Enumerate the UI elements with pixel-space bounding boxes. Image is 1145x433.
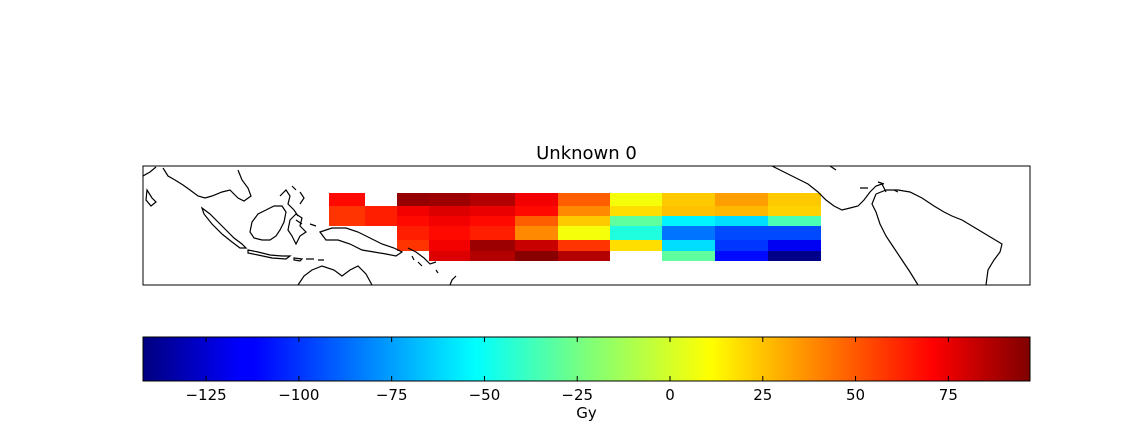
heatmap-cell: [662, 216, 715, 226]
colorbar-tick-label: −125: [185, 386, 226, 404]
coastline-caribbean: [829, 166, 885, 189]
heatmap-cell: [365, 216, 397, 226]
heatmap-cell: [558, 193, 610, 206]
heatmap-cell: [397, 206, 429, 216]
heatmap-cells: [329, 193, 821, 261]
heatmap-cell: [768, 240, 821, 251]
coastline-borneo: [249, 205, 287, 241]
heatmap-cell: [329, 206, 365, 216]
heatmap-cell: [662, 240, 715, 251]
heatmap-cell: [662, 251, 715, 261]
heatmap-cell: [768, 226, 821, 240]
heatmap-cell: [768, 206, 821, 216]
coastline-small-islands: [411, 255, 439, 274]
coastline-sulawesi: [287, 213, 317, 246]
heatmap-cell: [610, 193, 662, 206]
heatmap-cell: [715, 240, 768, 251]
coastline-australia: [297, 265, 457, 285]
heatmap-cell: [662, 206, 715, 216]
heatmap-cell: [365, 206, 397, 216]
heatmap-cell: [715, 226, 768, 240]
colorbar-tick-label: 25: [753, 386, 772, 404]
heatmap-cell: [515, 240, 558, 251]
heatmap-cell: [610, 226, 662, 240]
colorbar-tick-label: −50: [469, 386, 501, 404]
colorbar: [142, 336, 1031, 382]
heatmap-cell: [397, 240, 429, 251]
heatmap-cell: [515, 206, 558, 216]
heatmap-cell: [397, 226, 429, 240]
heatmap-cell: [768, 251, 821, 261]
colorbar-tick-label: −25: [561, 386, 593, 404]
heatmap-cell: [662, 193, 715, 206]
heatmap-cell: [429, 226, 470, 240]
colorbar-ticks: −125 −100 −75 −50 −25 0 25 50 75: [185, 337, 958, 404]
colorbar-tick-label: −100: [278, 386, 319, 404]
heatmap-cell: [715, 216, 768, 226]
map-panel: [143, 166, 1030, 285]
heatmap-cell: [715, 193, 768, 206]
heatmap-cell: [515, 226, 558, 240]
heatmap-cell: [429, 206, 470, 216]
colorbar-tick-label: 50: [846, 386, 865, 404]
heatmap-cell: [662, 226, 715, 240]
heatmap-cell: [610, 240, 662, 251]
coastline-south-america: [871, 189, 1003, 285]
heatmap-cell: [470, 240, 515, 251]
heatmap-cell: [429, 240, 470, 251]
heatmap-cell: [470, 251, 515, 261]
heatmap-cell: [397, 193, 429, 206]
coastline-java: [247, 249, 324, 262]
heatmap-cell: [715, 251, 768, 261]
heatmap-cell: [558, 226, 610, 240]
heatmap-cell: [429, 251, 470, 261]
heatmap-cell: [397, 216, 429, 226]
heatmap-cell: [768, 193, 821, 206]
heatmap-cell: [610, 216, 662, 226]
colorbar-tick-label: 75: [939, 386, 958, 404]
coastline-new-guinea: [319, 227, 437, 265]
heatmap-cell: [558, 251, 610, 261]
heatmap-cell: [470, 216, 515, 226]
heatmap-cell: [558, 206, 610, 216]
heatmap-cell: [429, 193, 470, 206]
heatmap-cell: [329, 216, 365, 226]
coastlines: [143, 166, 1003, 285]
coastline-philippines: [279, 185, 305, 225]
heatmap-cell: [515, 193, 558, 206]
coastline-asia-west: [143, 166, 252, 207]
colorbar-label: Gy: [576, 404, 597, 422]
heatmap-cell: [470, 193, 515, 206]
heatmap-cell: [558, 216, 610, 226]
colorbar-tick-label: −75: [376, 386, 408, 404]
colorbar-tick-label: 0: [665, 386, 675, 404]
heatmap-cell: [329, 193, 365, 206]
heatmap-cell: [515, 216, 558, 226]
heatmap-cell: [515, 251, 558, 261]
coastline-sumatra: [200, 206, 248, 249]
heatmap-cell: [429, 216, 470, 226]
heatmap-cell: [558, 240, 610, 251]
heatmap-cell: [768, 216, 821, 226]
heatmap-cell: [715, 206, 768, 216]
heatmap-cell: [470, 226, 515, 240]
map-title: Unknown 0: [536, 143, 637, 164]
map-frame: [142, 165, 1031, 286]
heatmap-cell: [610, 206, 662, 216]
heatmap-cell: [470, 206, 515, 216]
